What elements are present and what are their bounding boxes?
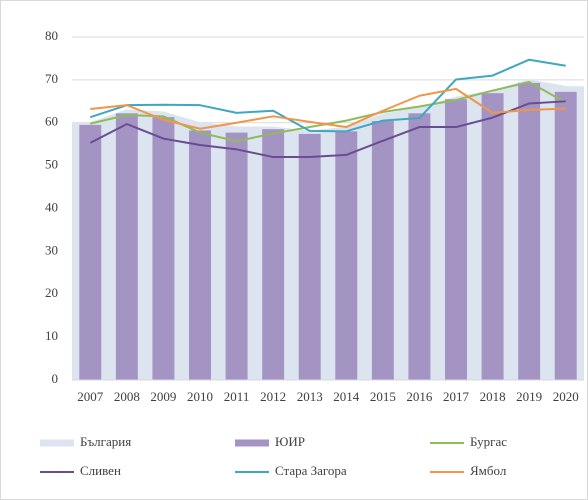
y-tick-label: 80	[45, 28, 58, 43]
x-tick-label: 2020	[553, 389, 579, 404]
legend-label: Бургас	[470, 434, 507, 449]
legend-swatch	[40, 471, 74, 473]
y-tick-label: 10	[45, 328, 58, 343]
bar	[554, 91, 577, 380]
x-tick-label: 2007	[77, 389, 104, 404]
bar	[115, 113, 138, 380]
legend-label: България	[80, 434, 131, 449]
x-tick-label: 2017	[443, 389, 470, 404]
bar	[445, 99, 467, 380]
y-tick-label: 70	[45, 71, 58, 86]
bar	[481, 93, 504, 380]
bar	[262, 129, 285, 380]
legend-swatch	[40, 439, 74, 447]
legend-label: Стара Загора	[275, 463, 347, 478]
y-tick-label: 30	[45, 242, 58, 257]
legend-swatch	[235, 439, 269, 447]
bar	[371, 121, 394, 380]
bar	[518, 82, 541, 380]
x-tick-label: 2009	[150, 389, 176, 404]
x-tick-label: 2014	[333, 389, 360, 404]
x-tick-label: 2019	[516, 389, 542, 404]
x-tick-label: 2008	[114, 389, 140, 404]
legend-label: Сливен	[80, 463, 121, 478]
line	[89, 100, 566, 159]
bar	[408, 113, 431, 380]
x-tick-label: 2013	[297, 389, 323, 404]
y-tick-label: 50	[45, 157, 58, 172]
x-tick-label: 2018	[480, 389, 506, 404]
y-tick-label: 0	[52, 371, 59, 386]
y-tick-label: 20	[45, 285, 58, 300]
x-tick-label: 2010	[187, 389, 213, 404]
line	[89, 58, 566, 133]
y-tick-label: 40	[45, 199, 58, 214]
bar	[79, 124, 102, 380]
y-tick-label: 60	[45, 114, 58, 129]
x-tick-label: 2011	[224, 389, 250, 404]
legend-label: ЮИР	[275, 434, 305, 449]
legend-swatch	[430, 442, 464, 444]
bar	[335, 131, 358, 380]
bar	[152, 117, 175, 381]
bar	[189, 130, 211, 380]
bar	[225, 132, 248, 380]
legend-swatch	[235, 471, 269, 473]
x-tick-label: 2012	[260, 389, 286, 404]
bar	[298, 133, 321, 380]
x-tick-label: 2015	[370, 389, 396, 404]
line	[90, 87, 566, 130]
legend-label: Ямбол	[470, 463, 507, 478]
legend-swatch	[430, 471, 464, 473]
x-tick-label: 2016	[406, 389, 433, 404]
